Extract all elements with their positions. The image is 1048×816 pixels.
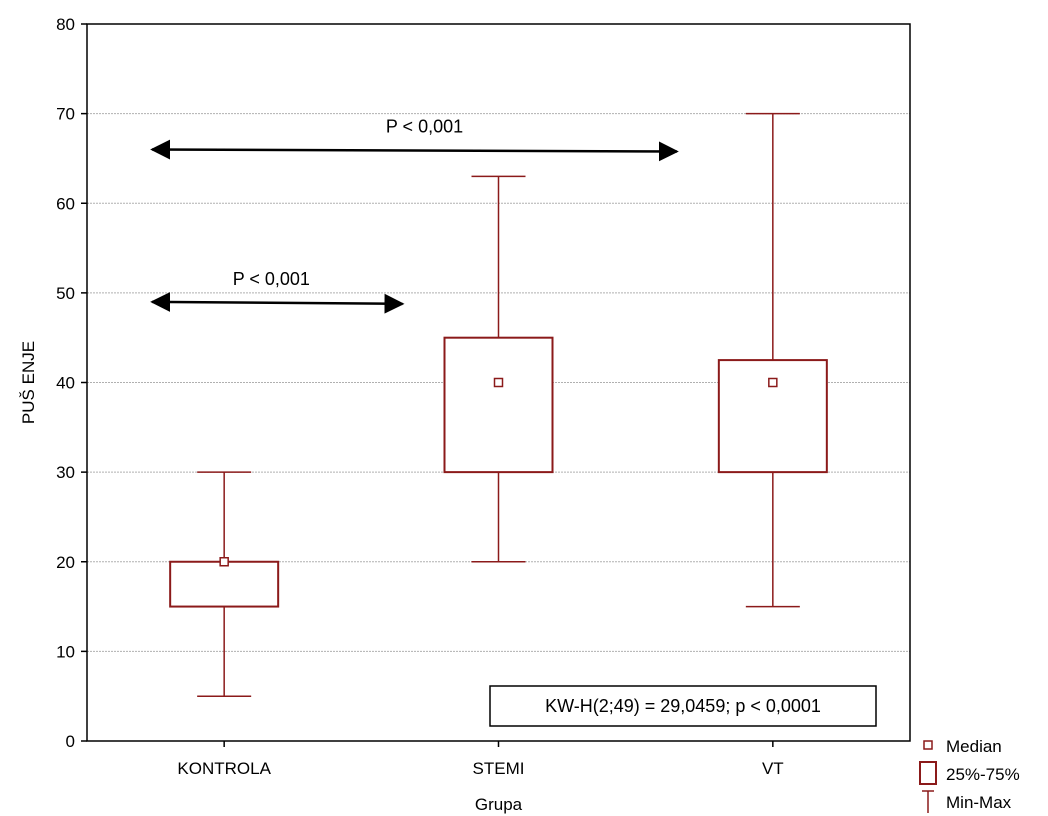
iqr-box [717,359,828,474]
iqr-box [443,336,554,474]
iqr-box [169,560,280,608]
significance-label: P < 0,001 [233,269,310,289]
x-tick-label: STEMI [473,759,525,778]
test-statistic-label: KW-H(2;49) = 29,0459; p < 0,0001 [545,696,821,716]
significance-arrow: P < 0,001 [150,269,405,314]
legend-label: 25%-75% [946,765,1020,784]
significance-annotations: P < 0,001 P < 0,001 [150,116,679,314]
y-axis-ticks: 0 10 20 30 40 50 60 70 80 [56,15,87,751]
y-tick-label: 0 [66,732,75,751]
box-series [169,112,828,697]
arrow-line [150,291,405,314]
box-vt [717,112,828,608]
y-tick-label: 50 [56,284,75,303]
x-tick-label: KONTROLA [177,759,271,778]
y-tick-label: 10 [56,642,75,661]
significance-arrow: P < 0,001 [150,116,679,162]
significance-label: P < 0,001 [386,116,463,136]
y-tick-label: 70 [56,105,75,124]
legend-label: Median [946,737,1002,756]
arrow-line [150,139,679,162]
y-tick-label: 40 [56,374,75,393]
test-statistic-box: KW-H(2;49) = 29,0459; p < 0,0001 [489,685,877,727]
box-stemi [443,175,554,563]
test-statistic-frame [489,685,877,727]
median-marker [493,377,504,388]
y-axis-title: PUŠ ENJE [19,341,38,424]
legend-median-icon [923,740,933,750]
x-axis-ticks: KONTROLA STEMI VT [177,741,784,778]
y-tick-label: 60 [56,194,75,213]
y-tick-label: 30 [56,463,75,482]
legend-item-median: Median [923,737,1002,756]
x-tick-label: VT [762,759,784,778]
median-marker [768,377,778,388]
y-tick-label: 20 [56,553,75,572]
box-kontrola [169,471,280,697]
legend-item-box: 25%-75% [919,761,1020,785]
legend: Median 25%-75% Min-Max [919,737,1020,813]
y-tick-label: 80 [56,15,75,34]
legend-label: Min-Max [946,793,1012,812]
legend-box-icon [919,761,937,785]
median-marker [219,557,229,567]
x-axis-title: Grupa [475,795,523,814]
legend-item-whisker: Min-Max [922,790,1012,813]
